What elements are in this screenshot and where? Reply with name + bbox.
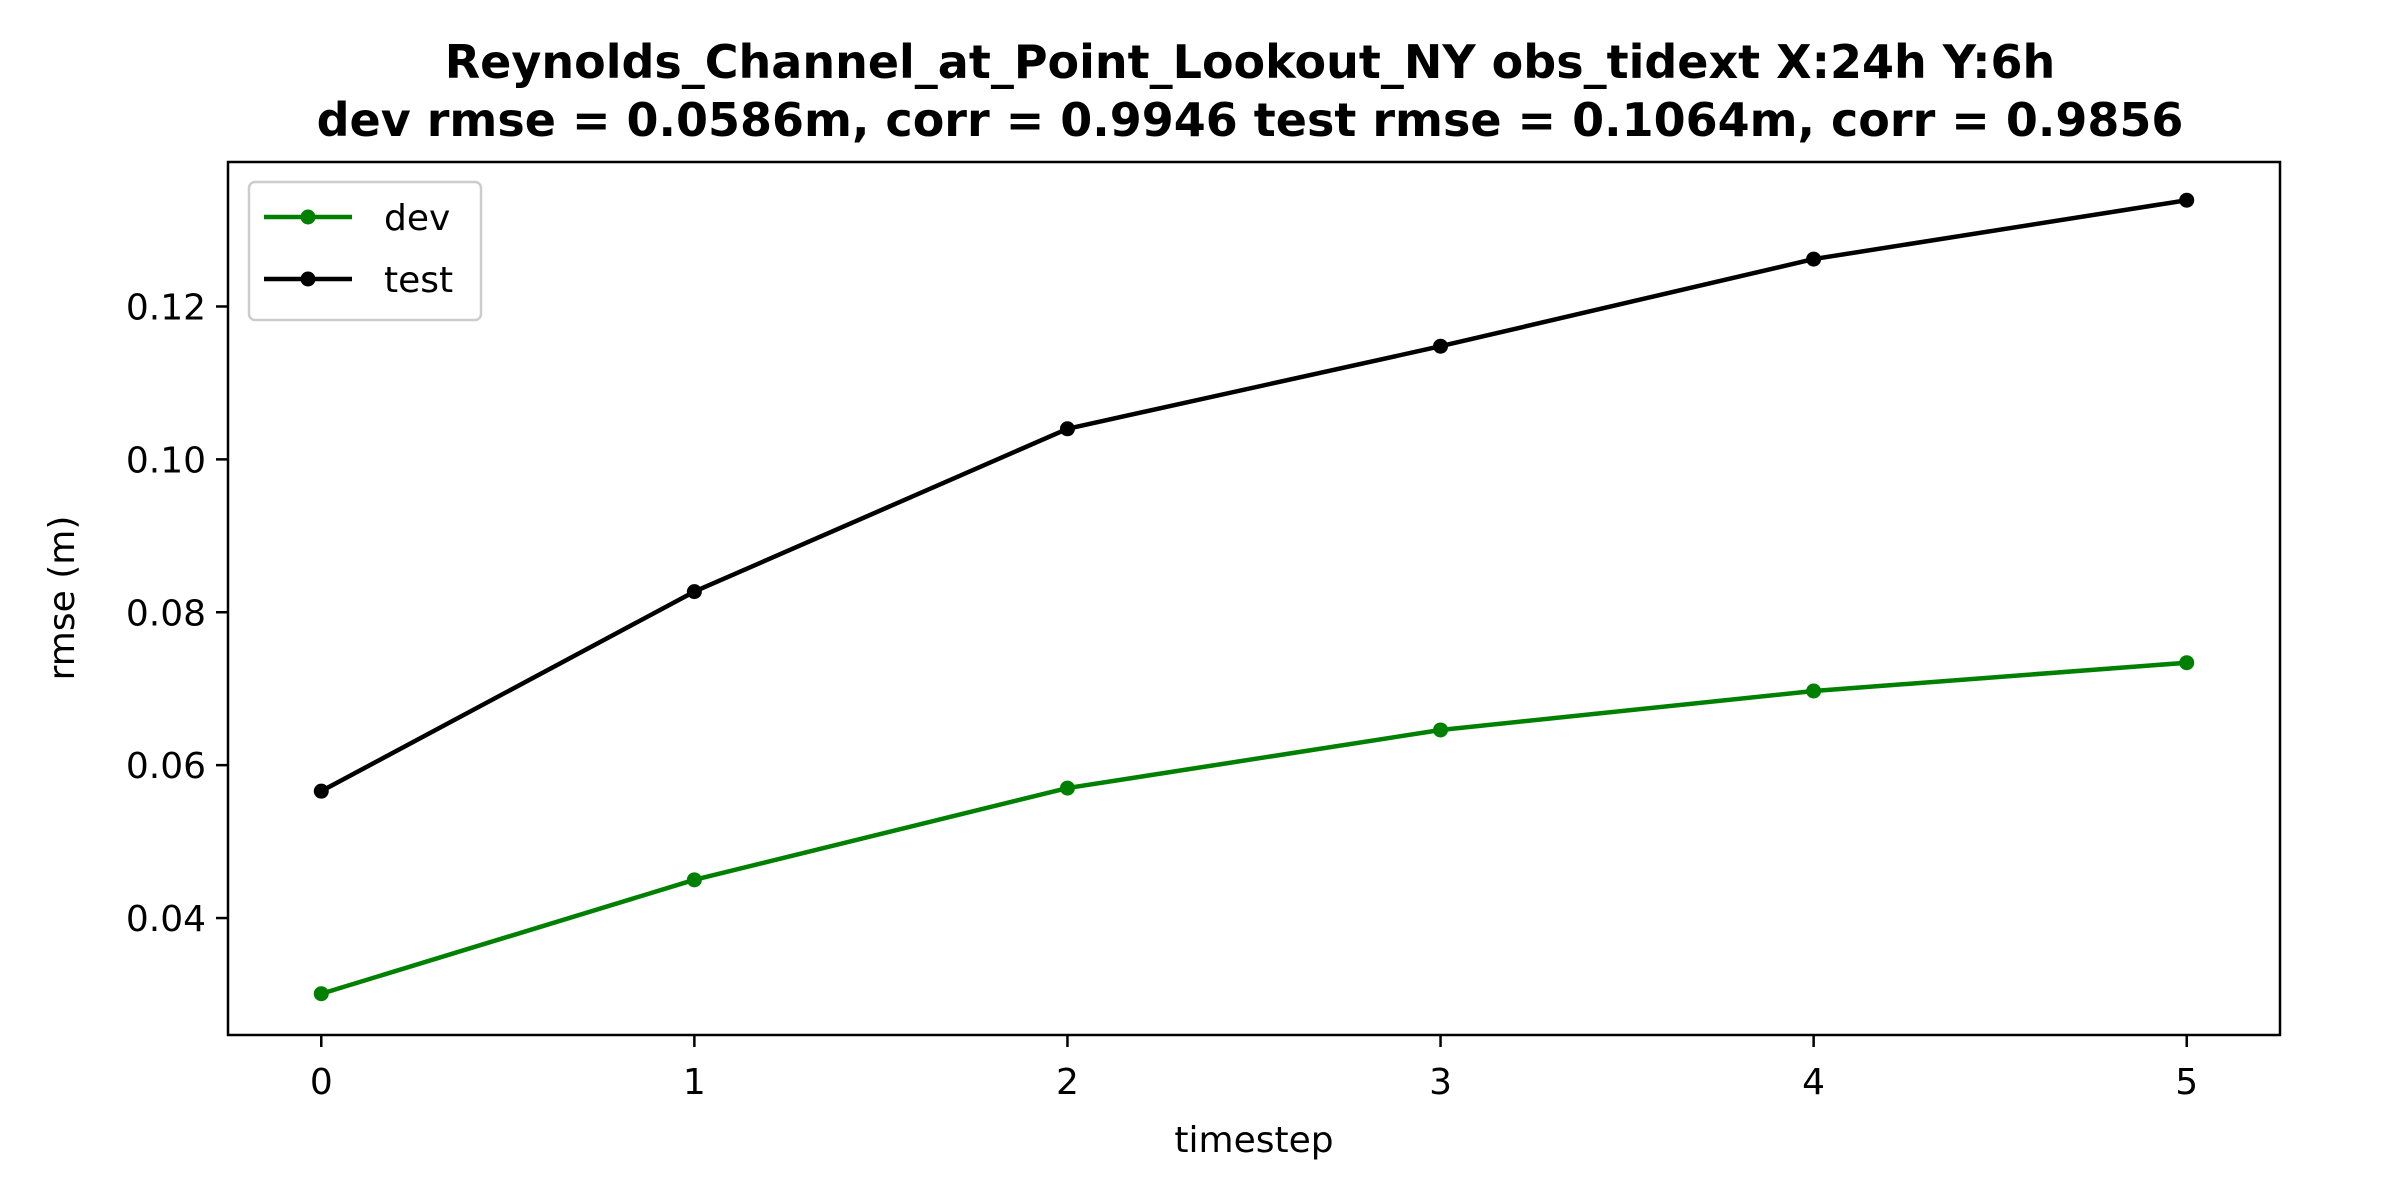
series-test [313,192,2195,799]
test-point [1806,251,1822,267]
y-tick-label: 0.10 [126,440,206,481]
legend-test-label: test [384,260,453,301]
y-tick-label: 0.06 [126,746,206,787]
x-tick-label: 4 [1802,1062,1825,1103]
x-tick-label: 1 [683,1062,706,1103]
y-tick-label: 0.12 [126,287,206,328]
plot-area-frame [226,160,2282,1037]
x-axis: 0 1 2 3 4 5 [310,1035,2198,1103]
test-point [686,584,702,600]
series-dev [313,655,2195,1002]
dev-point [313,986,329,1002]
x-tick-label: 5 [2175,1062,2198,1103]
x-tick-label: 3 [1429,1062,1452,1103]
chart-subtitle: dev rmse = 0.0586m, corr = 0.9946 test r… [317,93,2184,147]
dev-point [1059,780,1075,796]
y-axis: 0.04 0.06 0.08 0.10 0.12 [126,287,228,940]
legend-dev-label: dev [384,198,450,239]
test-point [1059,421,1075,437]
legend: dev test [247,180,483,322]
test-line [320,197,2188,794]
dev-point [686,872,702,888]
y-axis-label: rmse (m) [42,516,83,681]
dev-point [1433,722,1449,738]
legend-dev-marker [300,209,316,225]
y-tick-label: 0.08 [126,593,206,634]
x-tick-label: 2 [1056,1062,1079,1103]
x-axis-label: timestep [1174,1120,1333,1161]
chart-title: Reynolds_Channel_at_Point_Lookout_NY obs… [445,35,2056,89]
legend-test-marker [300,271,316,287]
x-tick-label: 0 [310,1062,333,1103]
test-point [1433,338,1449,354]
dev-line [320,660,2187,996]
dev-point [2179,655,2195,671]
test-point [313,783,329,799]
dev-point [1806,683,1822,699]
test-point [2179,192,2195,208]
y-tick-label: 0.04 [126,899,206,940]
series-layer [313,192,2195,1002]
